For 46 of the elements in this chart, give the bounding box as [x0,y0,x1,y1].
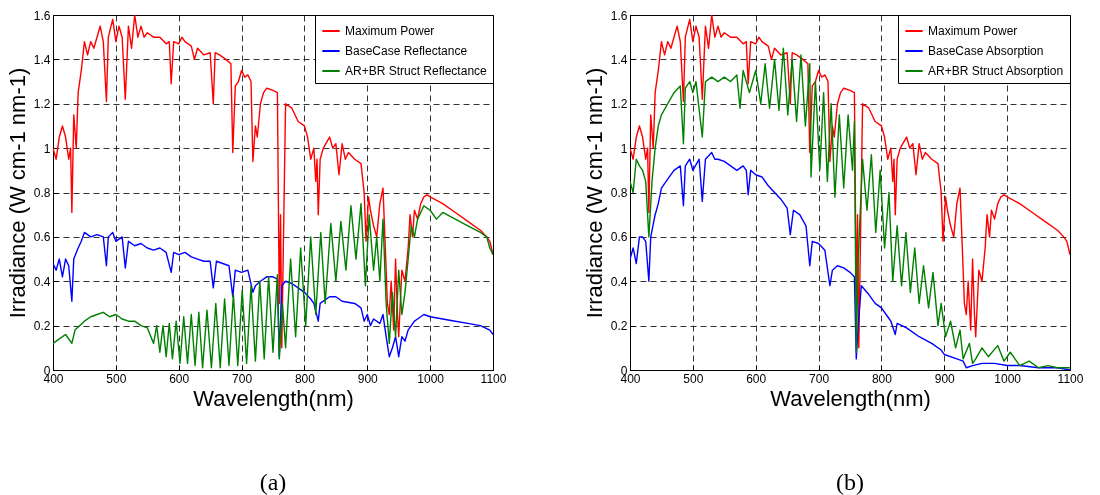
x-tick-label: 700 [809,371,830,386]
y-axis-title: Irradiance (W cm-1 nm-1) [581,67,607,319]
legend-label: Maximum Power [345,24,435,38]
x-tick-label: 900 [357,371,379,386]
x-tick-label: 1000 [417,371,445,386]
y-axis-title: Irradiance (W cm-1 nm-1) [4,67,30,319]
y-tick-label: 1.4 [610,52,628,67]
y-tick-label: 1.4 [33,52,51,67]
y-tick-label: 0.8 [33,186,51,200]
x-tick-label: 600 [746,371,767,386]
x-tick-label: 1100 [1057,371,1084,386]
x-tick-label: 600 [169,371,190,386]
x-tick-label: 800 [294,371,316,386]
legend-label: BaseCase Absorption [928,44,1044,58]
y-tick-label: 0.4 [33,274,51,289]
legend-label: AR+BR Struct Absorption [928,64,1064,78]
y-tick-label: 1.6 [33,8,51,23]
x-tick-label: 900 [934,371,956,386]
y-tick-label: 0.4 [610,274,628,289]
line-series [53,15,493,349]
legend-label: Maximum Power [928,24,1018,38]
x-tick-label: 700 [232,371,253,386]
y-tick-label: 1.2 [33,97,51,112]
x-tick-label: 1100 [480,371,507,386]
legend-label: AR+BR Struct Reflectance [345,64,488,78]
x-tick-label: 500 [106,371,127,386]
y-tick-label: 1 [43,141,51,156]
text: (b) [836,469,864,495]
y-tick-label: 1.6 [610,8,628,23]
y-tick-label: 0.6 [610,230,628,245]
x-tick-label: 800 [871,371,893,386]
text: (a) [259,469,287,495]
y-tick-label: 0.2 [33,319,51,334]
x-axis-title: Wavelength(nm) [770,385,931,411]
line-series [630,151,1070,370]
line-series [53,202,493,369]
legend-label: BaseCase Reflectance [345,44,468,58]
y-tick-label: 0.8 [610,186,628,200]
y-tick-label: 0.6 [33,230,51,245]
x-tick-label: 500 [683,371,704,386]
x-tick-label: 1000 [994,371,1022,386]
y-tick-label: 0.2 [610,319,628,334]
y-tick-label: 1.2 [610,97,628,112]
line-series [53,231,493,358]
x-axis-title: Wavelength(nm) [193,385,354,411]
y-tick-label: 1 [620,141,628,156]
